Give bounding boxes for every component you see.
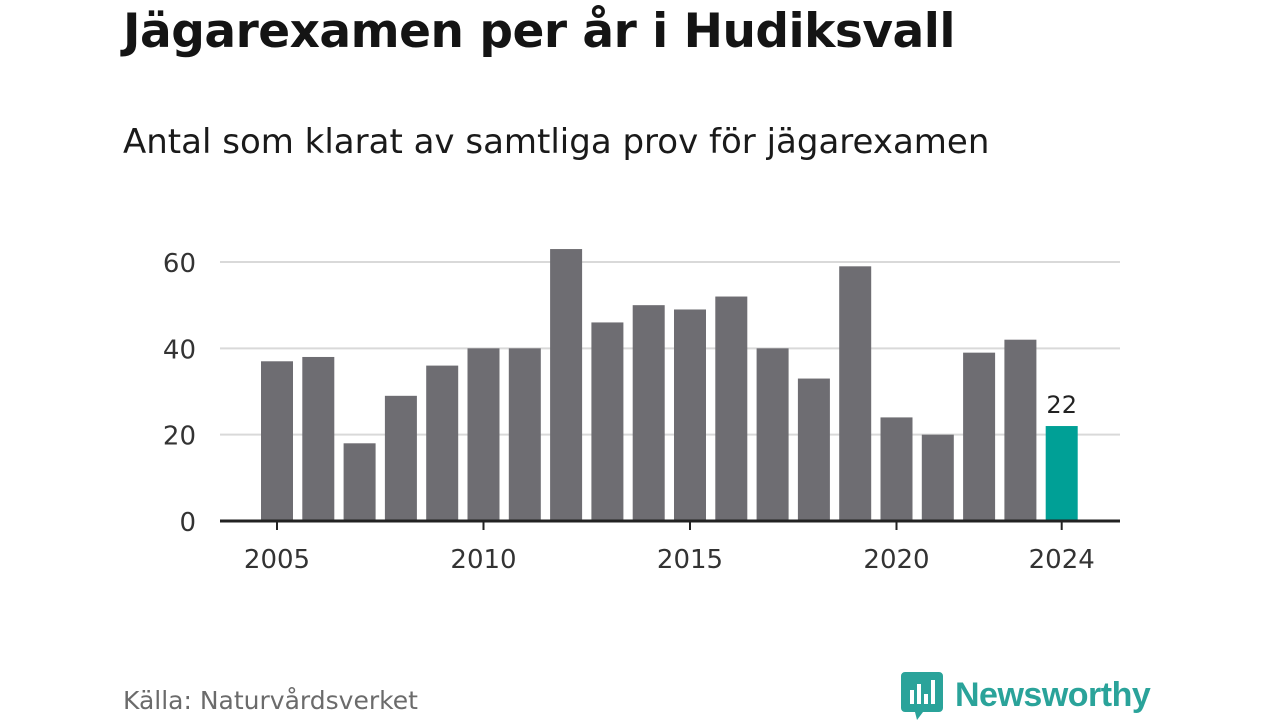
source-note: Källa: Naturvårdsverket	[123, 686, 418, 715]
bar	[261, 361, 293, 521]
bar-highlight	[1045, 426, 1078, 521]
y-tick-label: 20	[163, 422, 196, 452]
bar	[550, 249, 583, 522]
bar	[839, 266, 872, 521]
bar	[508, 348, 541, 521]
bar	[343, 443, 376, 521]
bar	[921, 434, 954, 521]
chart-subtitle: Antal som klarat av samtliga prov för jä…	[123, 122, 990, 162]
bar	[880, 417, 913, 521]
bar	[591, 322, 624, 521]
y-tick-label: 40	[163, 335, 196, 365]
data-label: 22	[1046, 391, 1077, 419]
y-tick-label: 0	[179, 508, 196, 538]
x-tick-label: 2024	[1029, 545, 1095, 575]
bar	[1004, 339, 1037, 521]
bar	[963, 352, 996, 521]
bar-chart: 0 20 40 60 22 2005 2010 2015 2020 2024	[163, 249, 1120, 575]
brand-name: Newsworthy	[955, 675, 1151, 714]
y-tick-label: 60	[163, 249, 196, 279]
bar	[797, 378, 830, 521]
bar	[384, 395, 417, 521]
bar	[674, 309, 706, 521]
bar	[715, 296, 748, 521]
bar	[756, 348, 789, 521]
x-tick-label: 2020	[863, 545, 929, 575]
chart-title: Jägarexamen per år i Hudiksvall	[123, 4, 955, 59]
bar	[302, 356, 335, 521]
newsworthy-chart-bubble-icon	[901, 672, 943, 720]
bar	[467, 348, 500, 521]
brand-logo: Newsworthy	[901, 670, 1151, 720]
bar	[632, 305, 665, 521]
x-tick-label: 2010	[450, 545, 516, 575]
x-tick-label: 2015	[657, 545, 723, 575]
x-tick-label: 2005	[244, 545, 310, 575]
bar	[426, 365, 459, 521]
